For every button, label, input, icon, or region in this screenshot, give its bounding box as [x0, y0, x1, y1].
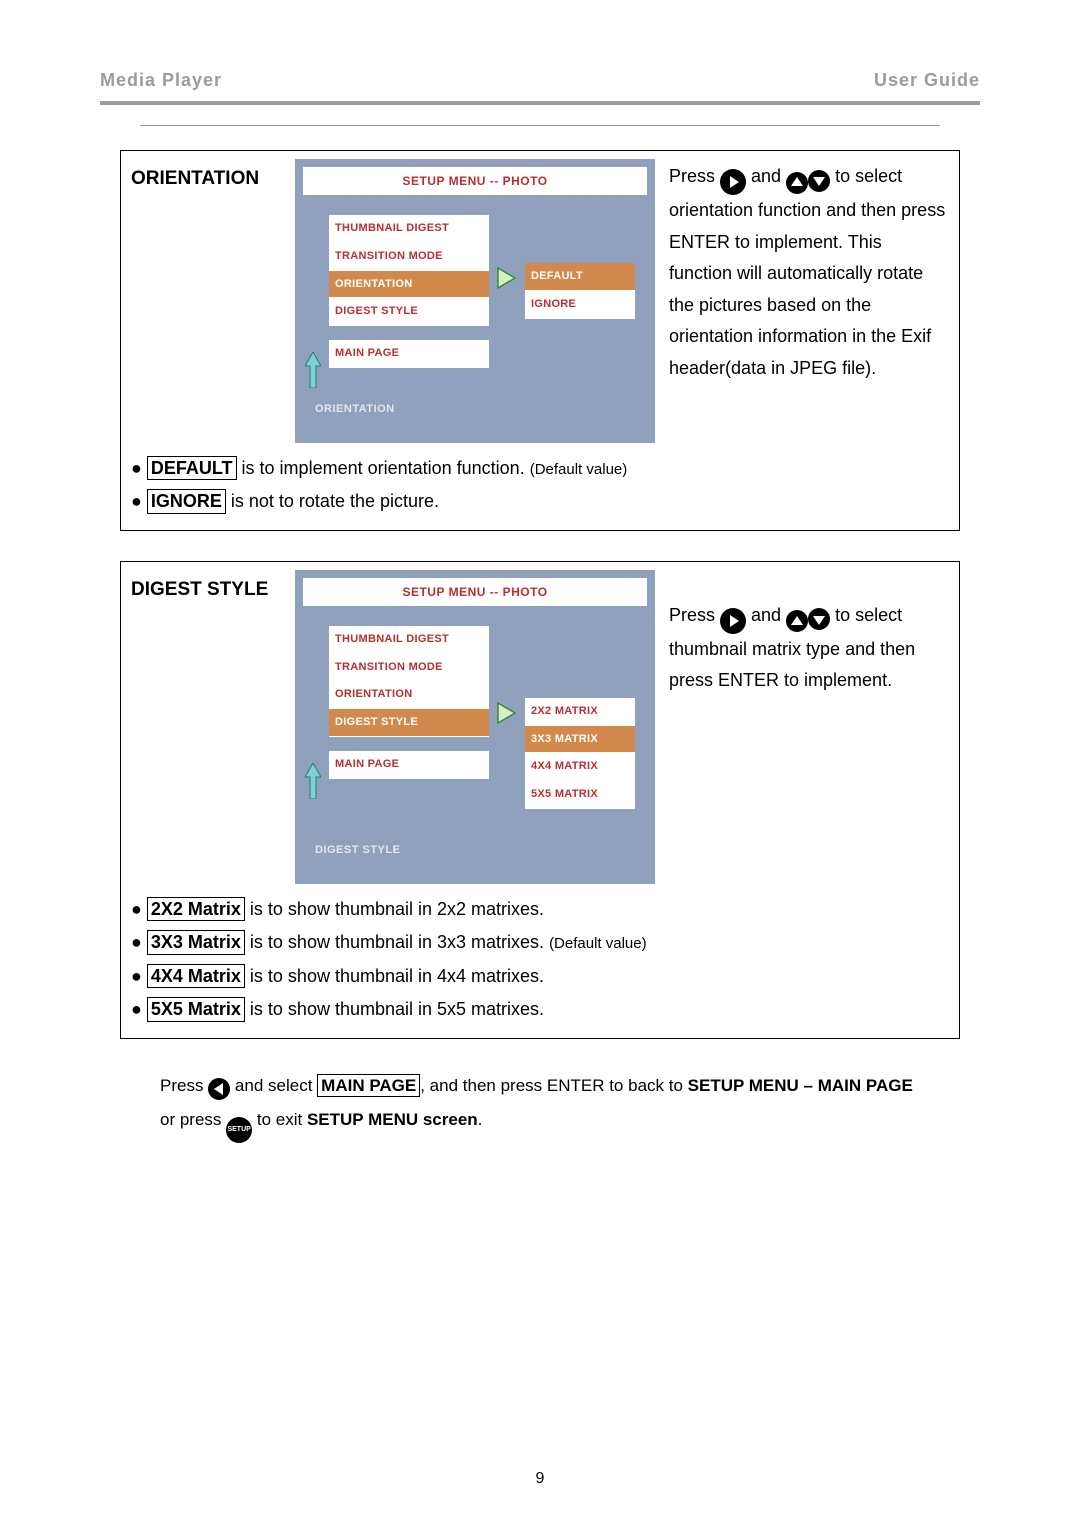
- text: is to show thumbnail in 3x3 matrixes.: [245, 932, 549, 952]
- boxed-term: 3X3 Matrix: [147, 930, 245, 955]
- menu-title: SETUP MENU -- PHOTO: [303, 167, 647, 195]
- footer-paragraph: Press and select MAIN PAGE, and then pre…: [160, 1069, 920, 1143]
- menu-left-col: THUMBNAIL DIGEST TRANSITION MODE ORIENTA…: [329, 215, 489, 367]
- menu-right-col: 2X2 MATRIX 3X3 MATRIX 4X4 MATRIX 5X5 MAT…: [525, 698, 635, 809]
- menu-item: TRANSITION MODE: [329, 654, 489, 682]
- text: , and then press ENTER to back to: [420, 1076, 687, 1095]
- menu-item-mainpage: MAIN PAGE: [329, 340, 489, 368]
- menu-left-col: THUMBNAIL DIGEST TRANSITION MODE ORIENTA…: [329, 626, 489, 778]
- orientation-menu-screenshot: SETUP MENU -- PHOTO THUMBNAIL DIGEST TRA…: [295, 159, 655, 443]
- boxed-term: IGNORE: [147, 489, 226, 514]
- default-note: (Default value): [549, 935, 647, 952]
- menu-option: IGNORE: [525, 291, 635, 319]
- text: Press: [160, 1076, 208, 1095]
- up-arrow-icon: [303, 761, 323, 801]
- down-arrow-icon: [808, 170, 830, 192]
- boxed-term: 4X4 Matrix: [147, 964, 245, 989]
- up-arrow-icon: [786, 172, 808, 194]
- text: to select orientation function and then …: [669, 166, 945, 378]
- menu-footer: DIGEST STYLE: [315, 841, 647, 860]
- menu-right-col: DEFAULT IGNORE: [525, 263, 635, 318]
- left-arrow-icon: [208, 1078, 230, 1100]
- text: and: [751, 605, 786, 625]
- menu-title: SETUP MENU -- PHOTO: [303, 578, 647, 606]
- menu-option: 4X4 MATRIX: [525, 753, 635, 781]
- boxed-term: DEFAULT: [147, 456, 237, 481]
- orientation-section: ORIENTATION SETUP MENU -- PHOTO THUMBNAI…: [120, 150, 960, 531]
- text: and select: [235, 1076, 317, 1095]
- play-triangle-icon: [497, 702, 517, 734]
- header-right: User Guide: [874, 70, 980, 91]
- text: Press: [669, 605, 720, 625]
- page-number: 9: [0, 1470, 1080, 1488]
- default-note: (Default value): [530, 461, 628, 478]
- digest-description: Press and to select thumbnail matrix typ…: [669, 570, 949, 697]
- digest-style-section: DIGEST STYLE SETUP MENU -- PHOTO THUMBNA…: [120, 561, 960, 1039]
- menu-item: TRANSITION MODE: [329, 243, 489, 271]
- text: is to implement orientation function.: [237, 458, 530, 478]
- up-arrow-icon: [303, 350, 323, 390]
- boxed-term: 5X5 Matrix: [147, 997, 245, 1022]
- digest-style-label: DIGEST STYLE: [131, 570, 281, 606]
- right-arrow-icon: [720, 608, 746, 634]
- text: .: [478, 1110, 483, 1129]
- menu-footer: ORIENTATION: [315, 400, 647, 419]
- menu-option: 2X2 MATRIX: [525, 698, 635, 726]
- digest-bullets: ● 2X2 Matrix is to show thumbnail in 2x2…: [131, 894, 949, 1025]
- menu-item: ORIENTATION: [329, 681, 489, 709]
- thin-rule: [140, 125, 940, 126]
- boxed-term: MAIN PAGE: [317, 1074, 420, 1097]
- setup-button-icon: SETUP: [226, 1117, 252, 1143]
- boxed-term: 2X2 Matrix: [147, 897, 245, 922]
- menu-option-selected: DEFAULT: [525, 263, 635, 291]
- menu-item: THUMBNAIL DIGEST: [329, 626, 489, 654]
- text: is not to rotate the picture.: [226, 491, 439, 511]
- menu-item-selected: ORIENTATION: [329, 271, 489, 299]
- bold-text: SETUP MENU screen: [307, 1110, 478, 1129]
- down-arrow-icon: [808, 608, 830, 630]
- up-arrow-icon: [786, 610, 808, 632]
- orientation-label: ORIENTATION: [131, 159, 281, 195]
- play-triangle-icon: [497, 267, 517, 299]
- header-rule: [100, 101, 980, 105]
- text: is to show thumbnail in 2x2 matrixes.: [245, 899, 544, 919]
- menu-option-selected: 3X3 MATRIX: [525, 726, 635, 754]
- bold-text: SETUP MENU – MAIN PAGE: [688, 1076, 913, 1095]
- text: to exit: [257, 1110, 307, 1129]
- menu-item: DIGEST STYLE: [329, 298, 489, 326]
- menu-option: 5X5 MATRIX: [525, 781, 635, 809]
- orientation-description: Press and to select orientation function…: [669, 159, 949, 384]
- right-arrow-icon: [720, 169, 746, 195]
- menu-item-mainpage: MAIN PAGE: [329, 751, 489, 779]
- text: is to show thumbnail in 4x4 matrixes.: [245, 966, 544, 986]
- menu-item-selected: DIGEST STYLE: [329, 709, 489, 737]
- menu-item: THUMBNAIL DIGEST: [329, 215, 489, 243]
- text: Press: [669, 166, 720, 186]
- text: or press: [160, 1110, 226, 1129]
- text: is to show thumbnail in 5x5 matrixes.: [245, 999, 544, 1019]
- orientation-bullets: ● DEFAULT is to implement orientation fu…: [131, 453, 949, 517]
- text: and: [751, 166, 786, 186]
- digest-menu-screenshot: SETUP MENU -- PHOTO THUMBNAIL DIGEST TRA…: [295, 570, 655, 884]
- header-left: Media Player: [100, 70, 222, 91]
